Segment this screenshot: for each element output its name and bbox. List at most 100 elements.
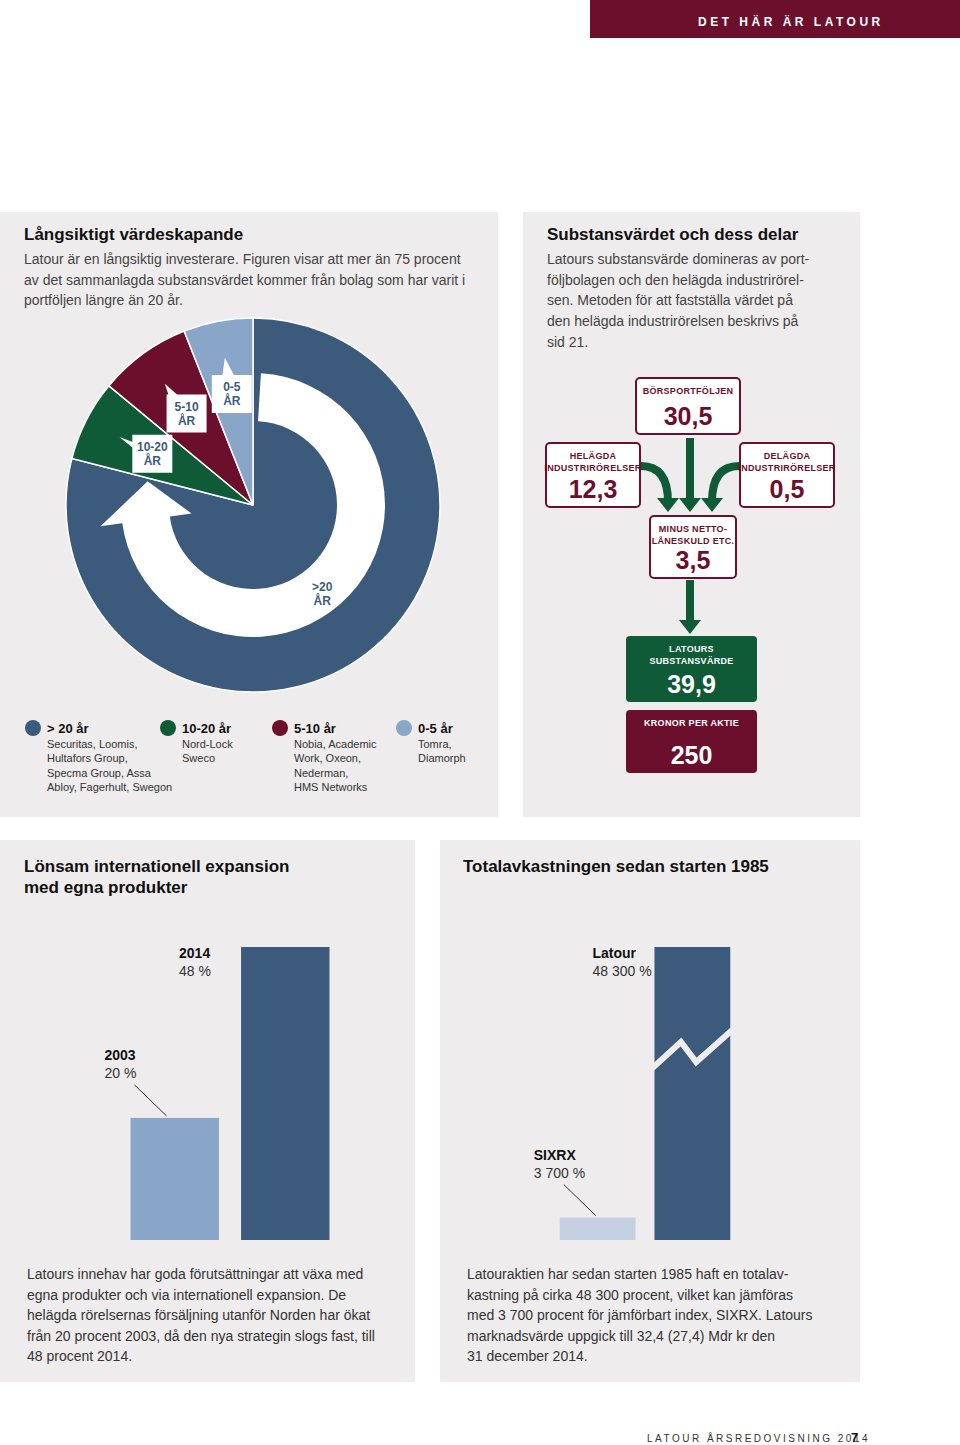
flow-diagram: BÖRSPORTFÖLJEN30,5HELÄGDAINDUSTRIRÖRELSE… bbox=[544, 378, 836, 773]
flow-arrow-head bbox=[701, 498, 723, 512]
legend-members: Nobia, Academic bbox=[294, 738, 377, 750]
data-labels: SIXRX3 700 %Latour48 300 % bbox=[534, 945, 652, 1216]
chart-title: Totalavkastningen sedan starten 1985 bbox=[463, 857, 769, 876]
pie: >20ÅR 10-20ÅR 5-10ÅR 0-5ÅR bbox=[66, 318, 440, 692]
bar bbox=[241, 947, 329, 1240]
caption: från 20 procent 2003, då den nya strateg… bbox=[27, 1328, 375, 1344]
header-bar bbox=[590, 0, 960, 38]
flow-arrow-head bbox=[679, 620, 701, 634]
legend-swatch bbox=[160, 720, 176, 736]
subtitle: Latour är en långsiktig investerare. Fig… bbox=[24, 251, 461, 267]
bar bbox=[131, 1118, 219, 1240]
description: den helägda industrirörelsen beskrivs på bbox=[547, 313, 799, 329]
flow-arrow bbox=[686, 580, 694, 624]
data-labels: 2003 20 % 2014 48 % bbox=[105, 945, 211, 1116]
slice-label: 10-20ÅR bbox=[137, 440, 168, 468]
node-value: 39,9 bbox=[667, 670, 716, 698]
category-label: SIXRX bbox=[534, 1147, 577, 1163]
legend-members: Nord-Lock bbox=[182, 738, 233, 750]
flow-arrow bbox=[641, 466, 668, 502]
leader-line bbox=[135, 1085, 167, 1116]
caption: 48 procent 2014. bbox=[27, 1348, 132, 1364]
slice-label: >20ÅR bbox=[312, 580, 333, 608]
caption: 31 december 2014. bbox=[467, 1348, 588, 1364]
bar-break bbox=[652, 1030, 732, 1068]
category-label: 2003 bbox=[105, 1047, 136, 1063]
chart-title: Lönsam internationell expansion bbox=[24, 857, 289, 876]
node-box bbox=[626, 710, 757, 773]
description: sid 21. bbox=[547, 334, 588, 350]
leader-line bbox=[564, 1185, 596, 1216]
category-label: 2014 bbox=[179, 945, 210, 961]
caption: egna produkter och via internationell ex… bbox=[27, 1287, 346, 1303]
caption: Latouraktien har sedan starten 1985 haft… bbox=[467, 1266, 789, 1282]
label-arrow-tip bbox=[220, 358, 244, 394]
caption: Latours innehav har goda förutsättningar… bbox=[27, 1266, 363, 1282]
node-value: 3,5 bbox=[676, 546, 711, 574]
node-value: 30,5 bbox=[664, 402, 713, 430]
slice-label: 5-10ÅR bbox=[175, 400, 199, 428]
legend-members: Work, Oxeon, bbox=[294, 752, 361, 764]
panel bbox=[0, 840, 415, 1382]
legend-members: Diamorph bbox=[418, 752, 466, 764]
description: Latours substansvärde domineras av port- bbox=[547, 251, 810, 267]
diagram-title: Substansvärdet och dess delar bbox=[547, 225, 799, 244]
node-value: 250 bbox=[671, 741, 713, 769]
legend-swatch bbox=[272, 720, 288, 736]
node-label: HELÄGDA bbox=[570, 451, 617, 461]
label-arrow-tip bbox=[165, 384, 199, 414]
node-label: DELÄGDA bbox=[764, 451, 811, 461]
node-box bbox=[740, 443, 834, 507]
caption: helägda rörelsernas försäljning utanför … bbox=[27, 1307, 370, 1323]
bars bbox=[131, 947, 330, 1240]
flow-arrow bbox=[712, 466, 739, 502]
node-value: 12,3 bbox=[569, 475, 618, 503]
data-label: 20 % bbox=[105, 1065, 137, 1081]
description: följbolagen och den helägda industriröre… bbox=[547, 272, 804, 288]
node-value: 0,5 bbox=[770, 475, 805, 503]
legend-members: Nederman, bbox=[294, 767, 348, 779]
slice-label: 0-5ÅR bbox=[223, 380, 241, 408]
legend-label: 5-10 år bbox=[294, 721, 336, 736]
label-arrow bbox=[132, 435, 172, 473]
node-label: MINUS NETTO- bbox=[659, 524, 727, 534]
panel bbox=[0, 212, 498, 817]
caption: kastning på cirka 48 300 procent, vilket… bbox=[467, 1287, 793, 1303]
subtitle: av det sammanlagda substansvärdet kommer… bbox=[24, 272, 465, 288]
category-label: Latour bbox=[592, 945, 636, 961]
legend-swatch bbox=[25, 720, 41, 736]
node-label: INDUSTRIRÖRELSER bbox=[738, 463, 836, 473]
footer-text: LATOUR ÅRSREDOVISNING 2014 bbox=[647, 1432, 870, 1444]
node-label: LÅNESKULD ETC. bbox=[652, 536, 735, 546]
bars bbox=[560, 947, 733, 1240]
chart-title: med egna produkter bbox=[24, 878, 188, 897]
flow-arrow bbox=[686, 438, 694, 500]
flow-arrow-head bbox=[657, 498, 679, 512]
data-label: 48 % bbox=[179, 963, 211, 979]
node-box bbox=[546, 443, 640, 507]
page: DET HÄR ÄR LATOUR Långsiktigt värdeskapan… bbox=[0, 0, 960, 1445]
legend-members: Specma Group, Assa bbox=[47, 767, 152, 779]
panel bbox=[523, 212, 860, 817]
page-number: 7 bbox=[851, 1430, 858, 1445]
legend-members: Tomra, bbox=[418, 738, 452, 750]
node-label: INDUSTRIRÖRELSER bbox=[544, 463, 642, 473]
description: sen. Metoden för att fastställa värdet p… bbox=[547, 292, 793, 308]
node-box bbox=[626, 636, 757, 702]
node-box bbox=[650, 516, 736, 578]
node-label: LATOURS bbox=[669, 644, 714, 654]
legend-swatch bbox=[396, 720, 412, 736]
data-label: 48 300 % bbox=[592, 963, 651, 979]
caption: marknadsvärde uppgick till 32,4 (27,4) M… bbox=[467, 1328, 775, 1344]
legend-label: 0-5 år bbox=[418, 721, 453, 736]
legend-label: > 20 år bbox=[47, 721, 89, 736]
flow-arrow-head bbox=[679, 498, 701, 512]
pie-slice bbox=[66, 318, 440, 692]
chart-title: Långsiktigt värdeskapande bbox=[24, 225, 243, 244]
header-text: DET HÄR ÄR LATOUR bbox=[698, 14, 884, 29]
caption: med 3 700 procent för jämförbart index, … bbox=[467, 1307, 813, 1323]
panel bbox=[440, 840, 860, 1382]
legend-members: Sweco bbox=[182, 752, 215, 764]
arrow-head bbox=[100, 481, 191, 526]
bar bbox=[560, 1218, 636, 1240]
